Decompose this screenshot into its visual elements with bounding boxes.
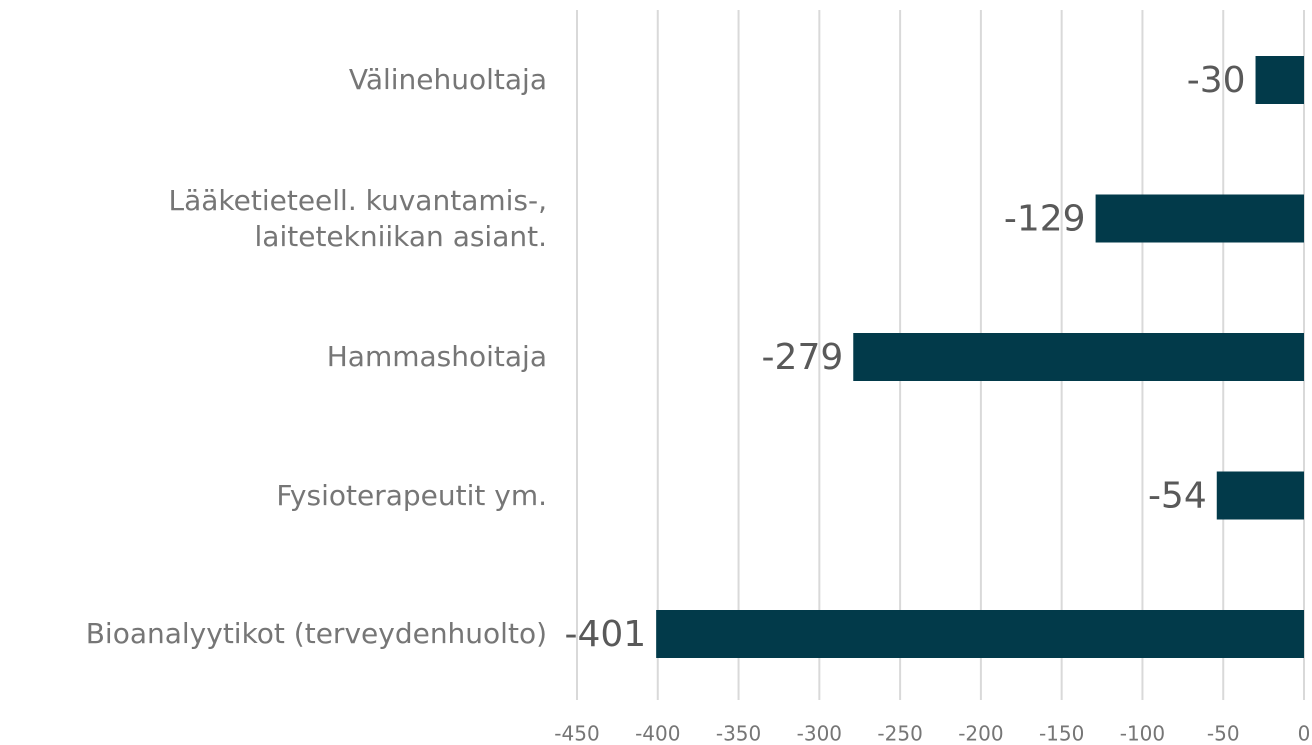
x-tick-label: -200 bbox=[958, 722, 1003, 745]
x-tick-label: -250 bbox=[877, 722, 922, 745]
value-label: -54 bbox=[1148, 476, 1207, 517]
value-label: -401 bbox=[564, 614, 646, 655]
category-label: Fysioterapeutit ym. bbox=[276, 478, 547, 512]
x-tick-label: 0 bbox=[1298, 722, 1311, 745]
value-label: -30 bbox=[1187, 60, 1246, 101]
category-label: Bioanalyytikot (terveydenhuolto) bbox=[85, 617, 547, 650]
category-label: Välinehuoltaja bbox=[348, 63, 547, 96]
x-tick-label: -300 bbox=[797, 722, 842, 745]
x-tick-label: -50 bbox=[1207, 722, 1240, 745]
category-label: Lääketieteell. kuvantamis-, laitetekniik… bbox=[168, 183, 548, 253]
bar bbox=[1255, 56, 1304, 104]
category-label: Hammashoitaja bbox=[326, 340, 547, 373]
bar bbox=[853, 333, 1304, 381]
x-tick-label: -450 bbox=[554, 722, 599, 745]
x-tick-label: -400 bbox=[635, 722, 680, 745]
bar bbox=[1095, 194, 1304, 243]
bar bbox=[656, 610, 1304, 658]
x-tick-label: -150 bbox=[1039, 722, 1084, 745]
x-tick-label: -350 bbox=[716, 722, 761, 745]
x-tick-label: -100 bbox=[1120, 722, 1165, 745]
value-label: -129 bbox=[1004, 199, 1086, 240]
bar bbox=[1216, 471, 1304, 520]
value-label: -279 bbox=[762, 337, 844, 378]
